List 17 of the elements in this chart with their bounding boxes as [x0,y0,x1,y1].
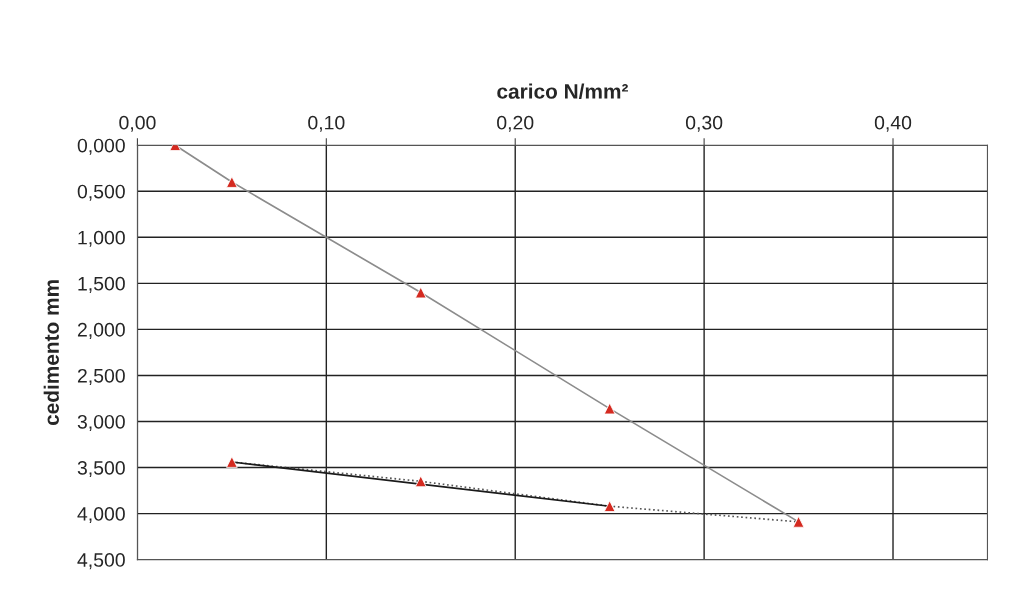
y-tick-label: 0,000 [77,138,125,155]
x-tick-label: 0,10 [308,115,345,132]
x-tick-label: 0,00 [119,115,156,132]
y-tick-label: 4,000 [77,507,125,524]
y-tick-label: 2,000 [77,322,125,339]
x-tick-label: 0,20 [497,115,534,132]
y-tick-label: 3,500 [77,461,125,478]
x-axis-title: carico N/mm² [497,83,628,100]
y-tick-label: 4,500 [77,553,125,570]
y-tick-label: 0,500 [77,184,125,201]
y-tick-label: 1,500 [78,276,125,293]
x-tick-label: 0,40 [874,115,912,132]
x-tick-label: 0,30 [685,115,723,132]
y-tick-label: 1,000 [78,230,125,247]
y-tick-label: 2,500 [77,368,125,385]
y-tick-label: 3,000 [77,414,125,432]
y-axis-title: cedimento mm [43,280,59,426]
